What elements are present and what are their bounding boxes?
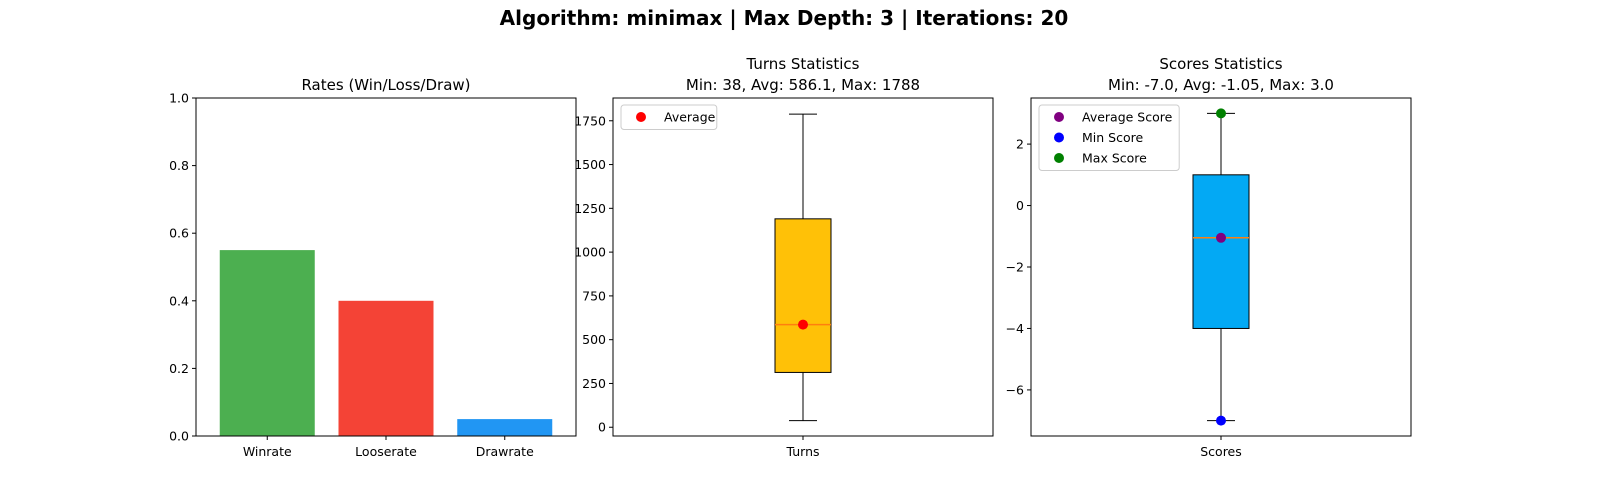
rates-panel: Rates (Win/Loss/Draw) Winrate Looserate Dr… [169,76,577,459]
y-tick-label: 1250 [574,201,606,216]
rates-title: Rates (Win/Loss/Draw) [301,76,470,94]
x-tick-label: Turns [785,444,819,459]
marker-point [1216,108,1226,119]
turns-plot-area: Turns 0 250 500 750 1000 1250 1500 1750 Average [574,97,994,459]
legend-marker [636,112,646,122]
scores-title-line2: Min: -7.0, Avg: -1.05, Max: 3.0 [1108,76,1334,94]
y-tick-label: 0.6 [169,226,189,241]
scores-plot-area: Scores −6 −4 −2 0 2 Average Score Min Score Max … [1006,97,1412,459]
x-tick-label: Scores [1200,444,1242,459]
turns-title-line1: Turns Statistics [746,55,860,73]
y-tick-label: 1750 [574,113,606,128]
marker-point [1216,415,1226,426]
y-tick-label: 1.0 [169,91,189,106]
legend-label: Average Score [1082,110,1173,125]
y-tick-label: 0.4 [169,293,189,308]
y-tick-label: −4 [1006,321,1024,336]
axes-frame [195,97,577,437]
y-tick-label: 0 [1016,198,1024,213]
axes-frame [1030,97,1412,437]
y-tick-label: 1000 [574,245,606,260]
y-tick-label: 0.8 [169,158,189,173]
y-tick-label: 1500 [574,157,606,172]
legend-box [1038,104,1180,171]
scores-title-line1: Scores Statistics [1159,55,1282,73]
legend-label: Average [664,110,716,125]
box [1192,174,1250,329]
bar [457,419,553,436]
legend-box [620,104,718,130]
figure-suptitle: Algorithm: minimax | Max Depth: 3 | Iter… [500,6,1069,30]
y-tick-label: 500 [582,332,606,347]
legend-label: Min Score [1082,130,1143,145]
y-tick-label: 2 [1016,137,1024,152]
box [774,218,832,373]
y-tick-label: 0.0 [169,429,189,444]
turns-title-line2: Min: 38, Avg: 586.1, Max: 1788 [686,76,920,94]
legend-marker [1054,153,1064,163]
y-tick-label: 0 [598,420,606,435]
bar [338,300,434,436]
x-tick-label: Winrate [243,444,292,459]
x-tick-label: Drawrate [476,444,534,459]
legend-marker [1054,112,1064,122]
y-tick-label: 0.2 [169,361,189,376]
y-tick-label: 750 [582,288,606,303]
legend-marker [1054,132,1064,143]
marker-point [798,319,808,330]
y-tick-label: −2 [1006,260,1024,275]
turns-panel: Turns Statistics Min: 38, Avg: 586.1, Ma… [574,55,994,459]
y-tick-label: −6 [1006,382,1024,397]
scores-panel: Scores Statistics Min: -7.0, Avg: -1.05,… [1006,55,1412,459]
axes-frame [612,97,994,437]
marker-point [1216,232,1226,243]
rates-plot-area: Winrate Looserate Drawrate 0.0 0.2 0.4 0.6 0.8 1… [169,91,577,459]
bar [219,250,315,436]
y-tick-label: 250 [582,376,606,391]
legend-label: Max Score [1082,151,1147,166]
x-tick-label: Looserate [355,444,417,459]
